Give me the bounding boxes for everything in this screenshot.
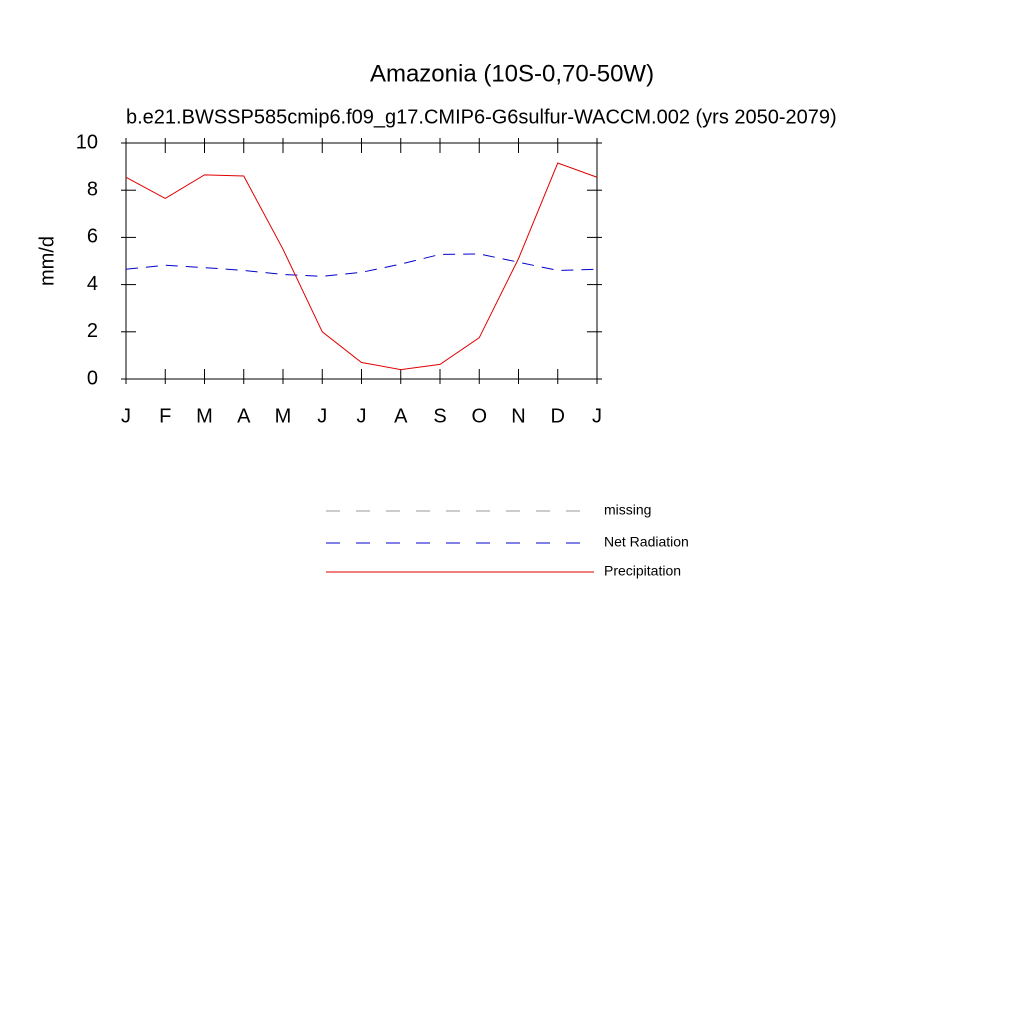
x-tick-label: A <box>237 405 251 427</box>
y-tick-label: 4 <box>87 273 98 295</box>
legend-label: missing <box>604 502 651 518</box>
x-tick-label: J <box>121 405 131 427</box>
chart-title: Amazonia (10S-0,70-50W) <box>370 60 654 87</box>
legend-label: Precipitation <box>604 563 681 579</box>
x-tick-label: J <box>357 405 367 427</box>
chart-subtitle: b.e21.BWSSP585cmip6.f09_g17.CMIP6-G6sulf… <box>126 106 837 128</box>
x-tick-label: O <box>471 405 487 427</box>
x-tick-label: J <box>317 405 327 427</box>
x-tick-label: M <box>196 405 213 427</box>
y-tick-label: 2 <box>87 320 98 342</box>
series-line <box>125 253 598 277</box>
x-tick-label: S <box>433 405 446 427</box>
series-line <box>125 162 598 371</box>
y-tick-label: 10 <box>76 131 98 153</box>
x-tick-label: F <box>159 405 171 427</box>
y-tick-label: 6 <box>87 226 98 248</box>
x-tick-label: D <box>551 405 565 427</box>
plot-frame <box>125 142 598 380</box>
x-tick-label: M <box>275 405 292 427</box>
x-tick-label: N <box>511 405 525 427</box>
legend-label: Net Radiation <box>604 534 689 550</box>
y-axis-label: mm/d <box>36 236 58 286</box>
x-tick-label: A <box>394 405 408 427</box>
y-tick-label: 8 <box>87 178 98 200</box>
y-tick-label: 0 <box>87 367 98 389</box>
x-tick-label: J <box>592 405 602 427</box>
